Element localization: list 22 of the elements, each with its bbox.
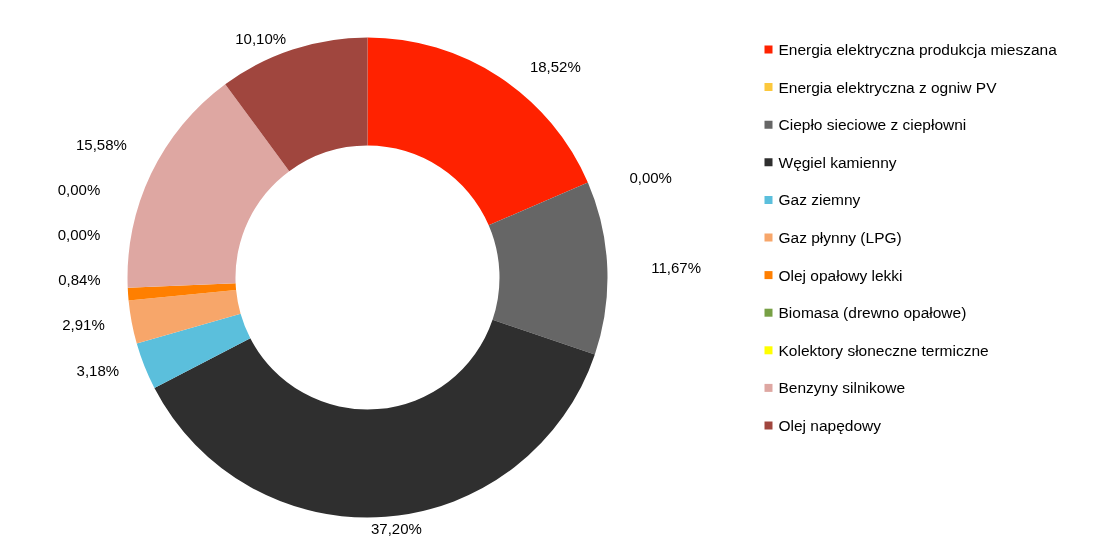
- legend-label: Gaz ziemny: [778, 191, 861, 209]
- legend-label: Olej napędowy: [778, 417, 882, 434]
- legend-label: Energia elektryczna z ogniw PV: [778, 78, 998, 96]
- data-label: 15,58%: [76, 135, 127, 153]
- data-label: 2,91%: [62, 315, 105, 333]
- legend-label: Benzyny silnikowe: [778, 379, 906, 397]
- text: 0,00%: [629, 169, 672, 187]
- text: 0,00%: [57, 180, 101, 198]
- legend-label: Olej opałowy lekki: [778, 266, 903, 284]
- data-label: 18,52%: [529, 58, 581, 76]
- legend-label: Ciepło sieciowe z ciepłowni: [778, 116, 967, 134]
- data-label: 37,20%: [371, 520, 422, 538]
- legend-label: Energia elektryczna produkcja mieszana: [778, 41, 1058, 58]
- data-label: 10,10%: [235, 29, 287, 47]
- legend-label: Gaz płynny (LPG): [778, 229, 902, 246]
- text: 0,00%: [57, 225, 101, 243]
- legend-label: Biomasa (drewno opałowe): [778, 304, 967, 322]
- legend-label: Węgiel kamienny: [778, 153, 897, 171]
- data-label: 11,67%: [651, 258, 702, 276]
- data-label: 3,18%: [76, 362, 120, 380]
- data-label: 0,84%: [58, 270, 101, 288]
- legend-label: Kolektory słoneczne termiczne: [778, 341, 989, 359]
